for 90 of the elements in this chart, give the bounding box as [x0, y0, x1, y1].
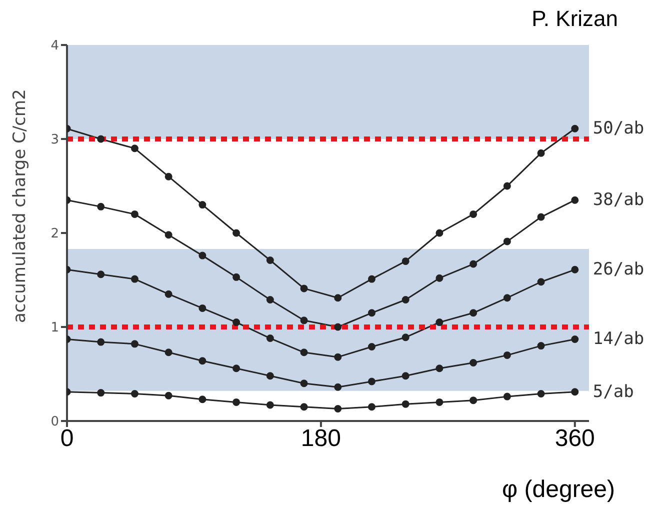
point	[164, 231, 172, 239]
point	[537, 278, 545, 286]
point	[130, 340, 138, 348]
point	[334, 353, 342, 361]
point	[470, 396, 478, 404]
series-label: 50/ab	[592, 118, 644, 139]
point	[97, 270, 105, 278]
point	[503, 182, 511, 190]
point	[503, 392, 511, 400]
series-label: 14/ab	[592, 329, 644, 350]
point	[300, 348, 308, 356]
point	[232, 273, 240, 281]
point	[470, 309, 478, 317]
point	[266, 296, 274, 304]
y-tick-label: 3	[50, 132, 59, 148]
point	[97, 202, 105, 210]
point	[537, 390, 545, 398]
series-label: 5/ab	[592, 382, 634, 402]
point	[266, 256, 274, 264]
text: P. Krizan	[532, 6, 618, 32]
point	[334, 405, 342, 413]
point	[198, 252, 206, 260]
point	[368, 309, 376, 317]
point	[232, 229, 240, 237]
point	[300, 284, 308, 292]
point	[470, 358, 478, 366]
point	[198, 201, 206, 209]
point	[164, 290, 172, 298]
y-tick-label: 0	[50, 414, 59, 430]
point	[164, 348, 172, 356]
point	[436, 364, 444, 372]
point	[130, 275, 138, 283]
point	[334, 323, 342, 331]
point	[402, 296, 410, 304]
point	[232, 318, 240, 326]
point	[130, 390, 138, 398]
y-tick-label: 4	[50, 38, 59, 54]
point	[266, 334, 274, 342]
point	[334, 383, 342, 391]
point	[436, 229, 444, 237]
x-tick-label: 360	[554, 425, 595, 452]
point	[300, 380, 308, 388]
point	[368, 275, 376, 283]
point	[503, 294, 511, 302]
point	[571, 266, 579, 274]
point	[402, 257, 410, 265]
point	[436, 398, 444, 406]
x-axis-title: φ (degree)	[502, 476, 615, 503]
point	[97, 135, 105, 143]
point	[300, 403, 308, 411]
point	[266, 401, 274, 409]
point	[130, 210, 138, 218]
point	[571, 335, 579, 343]
point	[537, 149, 545, 157]
point	[368, 403, 376, 411]
point	[470, 210, 478, 218]
y-tick-label: 1	[50, 320, 59, 336]
point	[436, 274, 444, 282]
point	[537, 213, 545, 221]
point	[571, 388, 579, 396]
point	[97, 389, 105, 397]
point	[266, 372, 274, 380]
point	[198, 357, 206, 365]
point	[164, 392, 172, 400]
point	[402, 334, 410, 342]
point	[334, 294, 342, 302]
series-label: 38/ab	[592, 190, 644, 210]
y-axis-title: accumulated charge C/cm2	[10, 89, 30, 323]
point	[571, 124, 579, 132]
point	[402, 372, 410, 380]
point	[503, 351, 511, 359]
point	[571, 196, 579, 204]
point	[198, 396, 206, 404]
x-tick-label: 180	[300, 425, 341, 452]
point	[300, 316, 308, 324]
point	[130, 144, 138, 152]
point	[470, 260, 478, 268]
point	[436, 318, 444, 326]
point	[402, 400, 410, 408]
point	[368, 342, 376, 350]
point	[232, 398, 240, 406]
point	[97, 338, 105, 346]
series-label: 26/ab	[592, 260, 644, 280]
point	[537, 342, 545, 350]
point	[368, 378, 376, 386]
point	[232, 364, 240, 372]
point	[164, 172, 172, 180]
y-tick-label: 2	[50, 226, 59, 242]
point	[198, 304, 206, 312]
point	[503, 238, 511, 246]
